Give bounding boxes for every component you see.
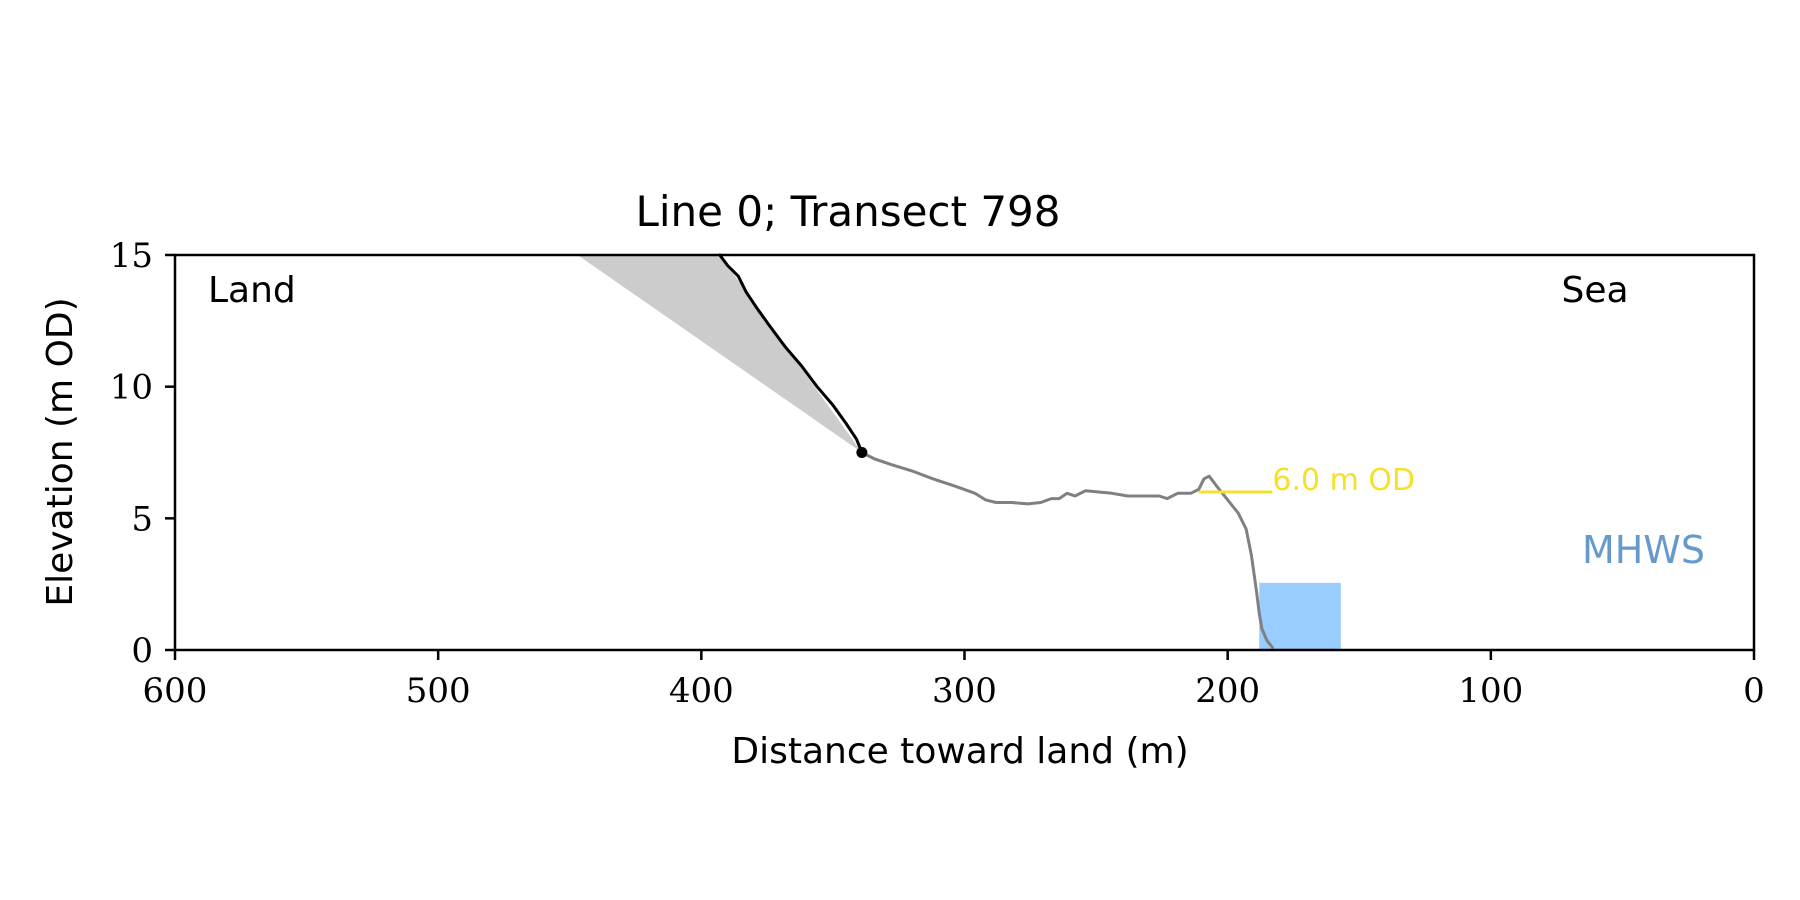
cliff-retreat-wedge <box>577 255 862 453</box>
cliff-line <box>718 253 864 454</box>
y-tick-label: 10 <box>110 368 153 408</box>
y-axis: 0 5 10 15 <box>110 236 175 671</box>
cliff-toe-point <box>856 447 868 458</box>
chart-title: Line 0; Transect 798 <box>635 187 1060 236</box>
axes-frame <box>173 253 1756 652</box>
y-axis-label: Elevation (m OD) <box>40 297 81 606</box>
profile-line <box>860 451 1274 649</box>
plot-area: 6.0 m OD MHWS Land Sea <box>208 253 1705 650</box>
level-label: 6.0 m OD <box>1272 463 1415 498</box>
y-tick-label: 5 <box>131 499 153 539</box>
x-tick-label: 0 <box>1743 671 1765 711</box>
x-tick-label: 400 <box>669 671 734 711</box>
x-tick-label: 200 <box>1195 671 1260 711</box>
x-axis-label: Distance toward land (m) <box>731 731 1188 772</box>
x-tick-label: 600 <box>143 671 208 711</box>
mhws-label: MHWS <box>1582 528 1705 572</box>
x-tick-label: 300 <box>932 671 997 711</box>
y-tick-label: 0 <box>131 631 153 671</box>
land-label: Land <box>208 270 296 311</box>
x-tick-label: 500 <box>406 671 471 711</box>
x-axis: 600 500 400 300 200 100 0 <box>143 650 1765 711</box>
mhws-box <box>1259 582 1341 650</box>
x-tick-label: 100 <box>1458 671 1523 711</box>
y-tick-label: 15 <box>110 236 153 276</box>
sea-label: Sea <box>1561 270 1628 311</box>
